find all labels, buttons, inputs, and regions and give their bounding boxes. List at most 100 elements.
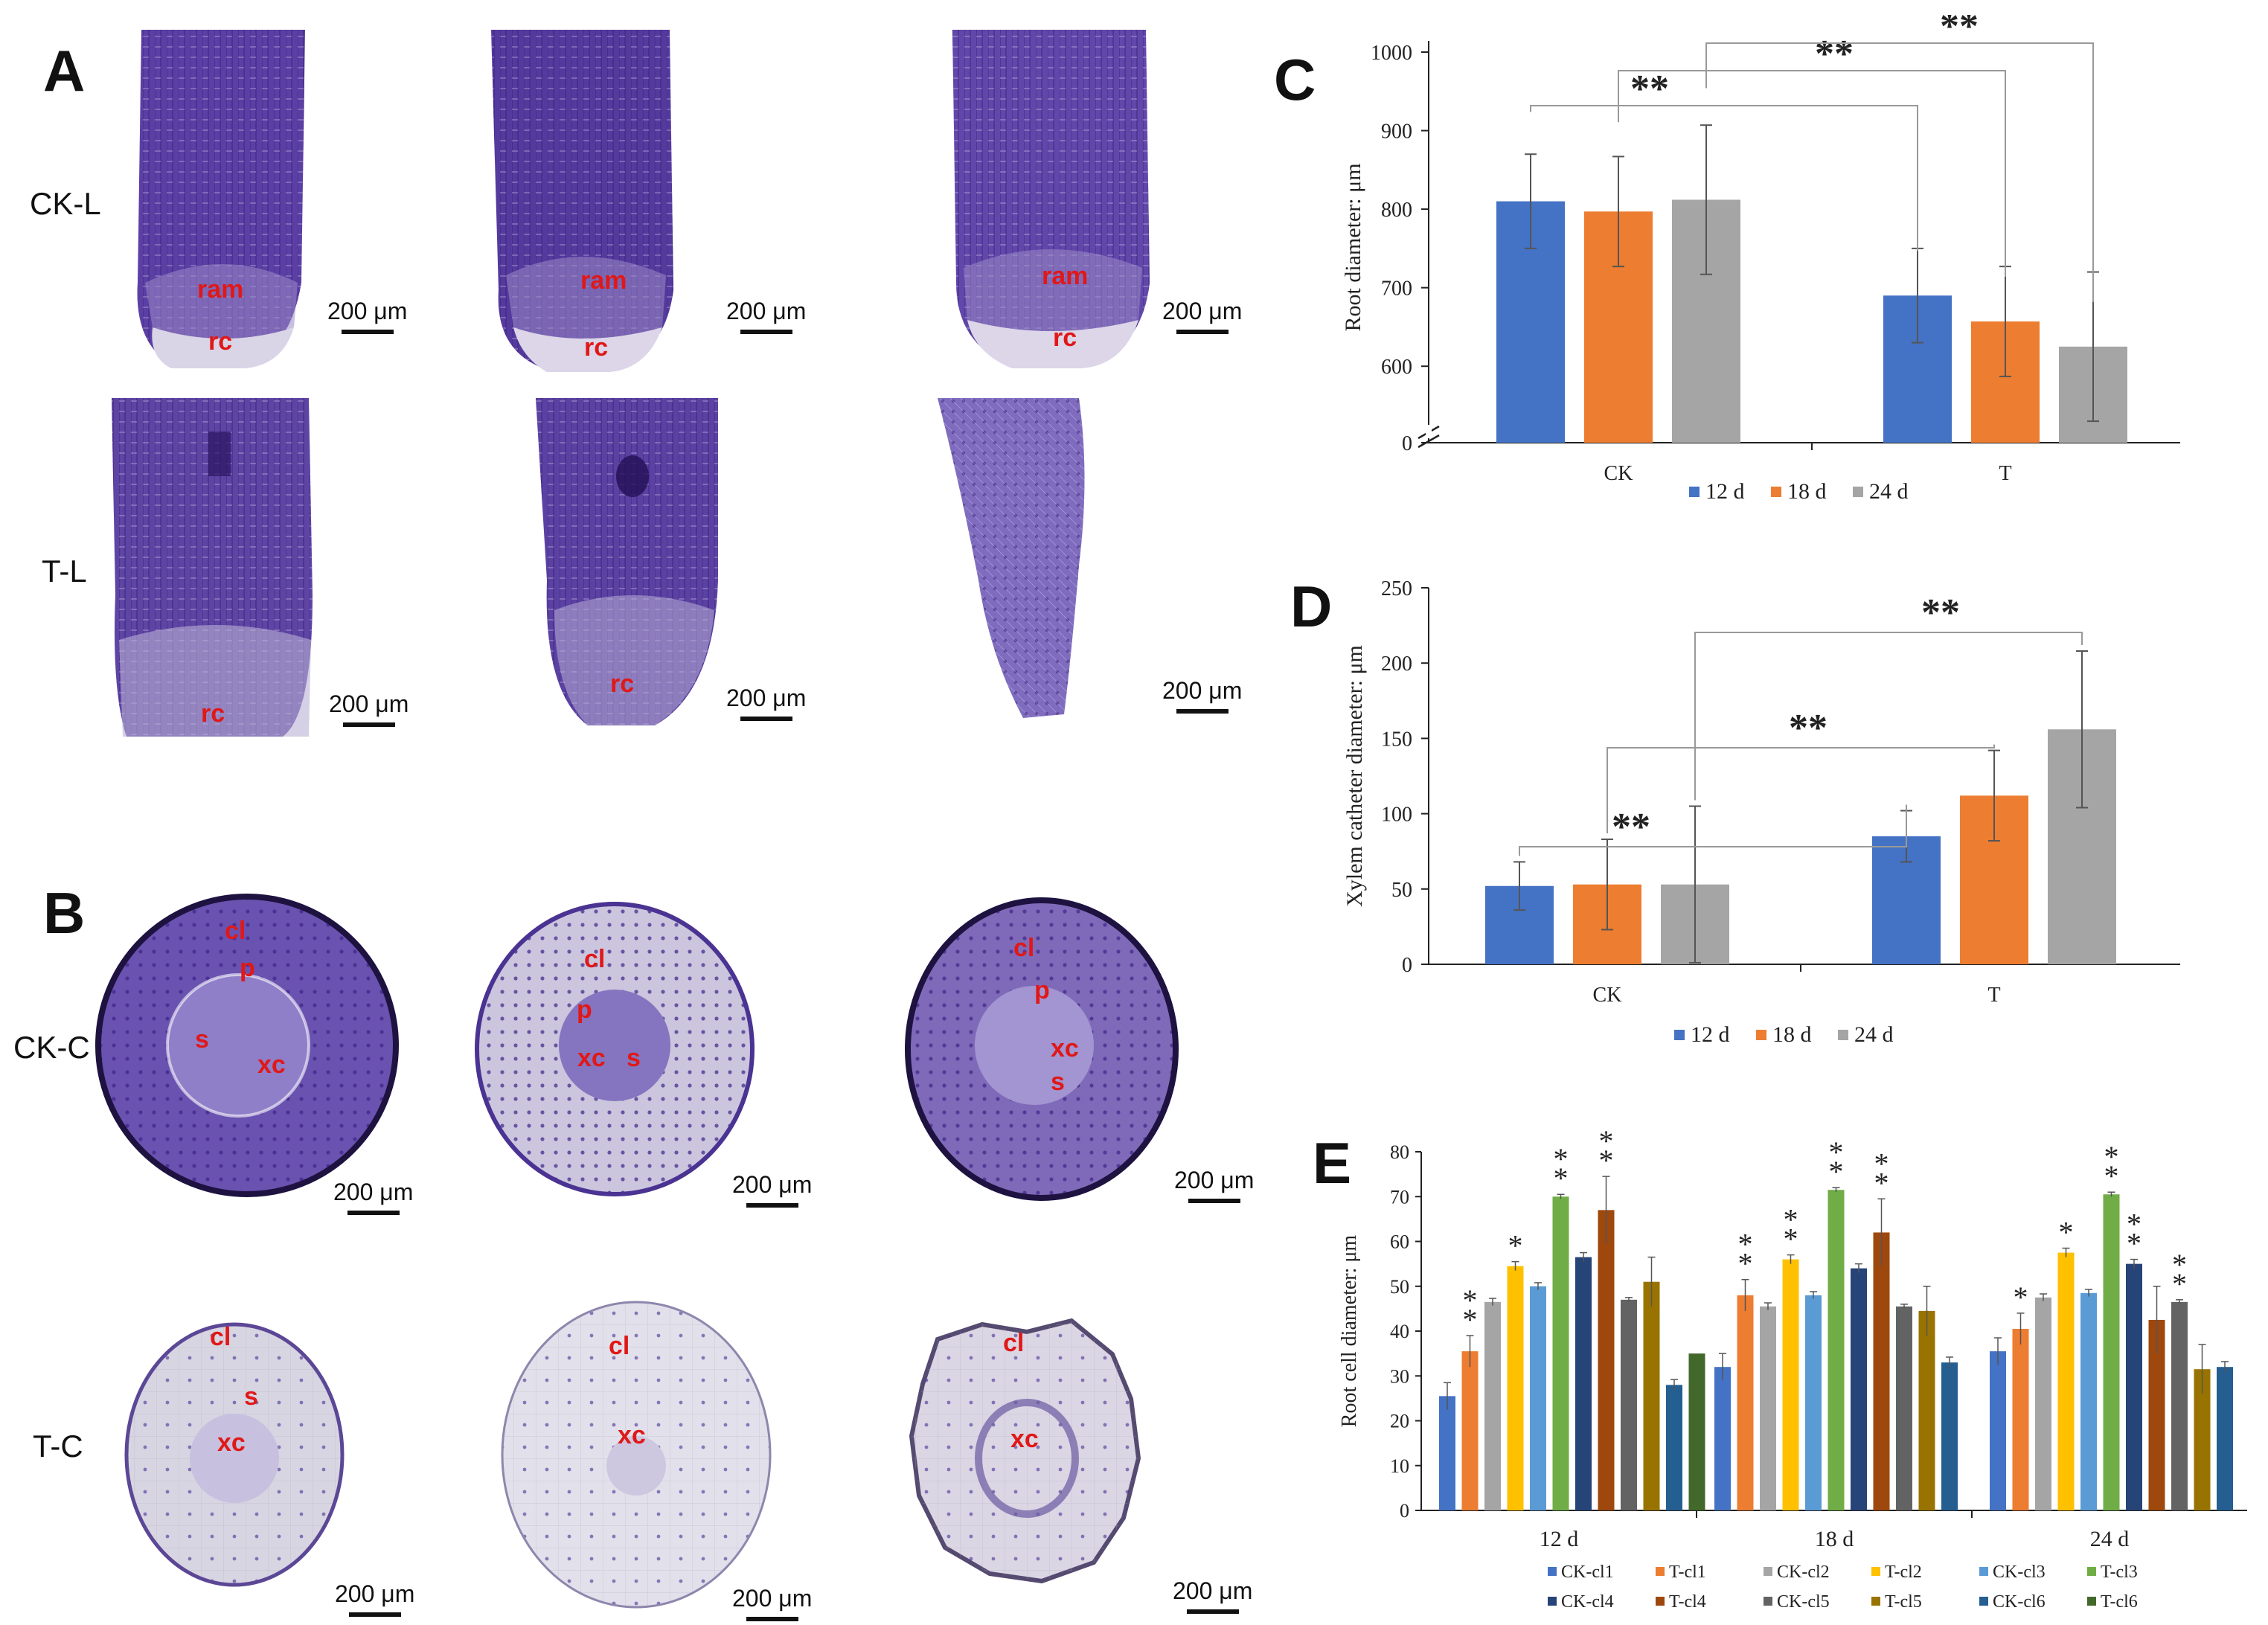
significance-marker: * (1554, 1142, 1569, 1176)
tissue-label: rc (208, 327, 233, 356)
panel-label-c: C (1274, 47, 1316, 112)
tissue-label: cl (1003, 1329, 1025, 1357)
bar (2103, 1194, 2120, 1510)
legend-label: T-cl3 (2101, 1562, 2138, 1582)
micrograph-t-l-2 (536, 398, 718, 725)
bar (2057, 1252, 2075, 1510)
legend-label: CK-cl5 (1777, 1592, 1830, 1612)
legend-label: CK-cl1 (1561, 1562, 1614, 1582)
y-tick-label: 700 (1381, 278, 1412, 301)
bar (1621, 1299, 1637, 1510)
significance-marker: * (2172, 1248, 2187, 1281)
legend-label: 12 d (1705, 479, 1745, 504)
bar (1782, 1259, 1799, 1510)
y-tick-label: 80 (1390, 1141, 1409, 1163)
chart-root-cell-diameter: 0 10 20 30 40 50 60 70 80 Root cell diameter: μm 1… (1338, 1124, 2247, 1612)
scale-bar: 200 μm (1174, 1167, 1254, 1203)
tissue-label: p (577, 996, 592, 1024)
significance-marker: * (1463, 1283, 1478, 1317)
bar (1484, 1301, 1501, 1510)
significance-marker: ** (1612, 806, 1650, 848)
scale-bar: 200 μm (732, 1585, 812, 1621)
row-label-ck-l: CK-L (30, 186, 101, 221)
bar (2148, 1319, 2165, 1510)
bar (2080, 1292, 2097, 1510)
y-tick-label: 30 (1390, 1365, 1409, 1387)
significance-bracket (1694, 632, 2083, 801)
significance-marker: * (2127, 1227, 2142, 1260)
micrograph-ck-l-3 (952, 30, 1150, 368)
tissue-label: s (627, 1044, 641, 1072)
scale-bar: 200 μm (1162, 298, 1242, 334)
significance-bracket (1705, 42, 2094, 302)
y-tick-label: 10 (1390, 1455, 1409, 1477)
significance-marker: ** (1921, 592, 1960, 634)
bar (2171, 1301, 2188, 1510)
x-tick-label: 12 d (1540, 1527, 1579, 1551)
y-tick-label: 200 (1381, 653, 1412, 676)
x-tick-label: CK (1593, 984, 1622, 1007)
panel-label-a: A (43, 38, 86, 103)
tissue-label: ram (1042, 262, 1089, 290)
significance-marker: * (1784, 1203, 1798, 1237)
tissue-label: cl (1013, 934, 1035, 962)
significance-marker: * (1554, 1161, 1569, 1195)
axis-break-gap (1426, 425, 1432, 438)
significance-marker: * (1738, 1228, 1753, 1261)
legend-label: T-cl4 (1669, 1592, 1706, 1612)
chart-root-diameter: 0 600 700 800 900 1000 Root diameter: μm CK T ** *… (1341, 15, 2180, 504)
y-tick-label: 150 (1381, 728, 1412, 751)
bar (1873, 1232, 1890, 1510)
tissue-label: xc (217, 1429, 246, 1457)
micrograph-ck-c-1 (95, 894, 399, 1197)
legend-swatch (1853, 487, 1863, 497)
tissue-label: s (1051, 1068, 1065, 1096)
legend-swatch (1979, 1567, 1988, 1576)
y-tick-label: 800 (1381, 199, 1412, 222)
tissue-label: xc (257, 1051, 286, 1079)
y-tick-label: 50 (1391, 879, 1412, 902)
significance-marker: ** (1815, 33, 1854, 75)
scale-bar: 200 μm (732, 1171, 812, 1208)
scale-bar: 200 μm (327, 298, 407, 334)
x-tick-label: T (1987, 984, 2000, 1007)
bar (1643, 1281, 1660, 1510)
y-tick-label: 40 (1390, 1321, 1409, 1342)
y-tick-label: 20 (1390, 1411, 1409, 1432)
x-tick-label: 18 d (1815, 1527, 1854, 1551)
tissue-label: rc (201, 699, 225, 728)
bar (1530, 1286, 1546, 1510)
tissue-label: rc (610, 670, 635, 698)
x-tick-label: CK (1604, 462, 1633, 485)
scale-bar: 200 μm (333, 1179, 413, 1215)
legend-label: T-cl2 (1885, 1562, 1922, 1582)
legend-label: CK-cl3 (1993, 1562, 2046, 1582)
tissue-label: cl (225, 917, 246, 945)
bar (1714, 1367, 1731, 1510)
tissue-label: rc (1053, 324, 1077, 352)
panel-a-micrographs (112, 30, 1150, 737)
panel-b-micrographs (95, 894, 1179, 1609)
significance-bracket (1530, 105, 1918, 251)
legend-label: 12 d (1691, 1022, 1730, 1047)
bar (1575, 1257, 1592, 1510)
row-label-t-l: T-L (42, 554, 87, 589)
significance-marker: * (2104, 1159, 2119, 1193)
y-tick-label: 60 (1390, 1231, 1409, 1253)
tissue-label: p (1034, 976, 1050, 1004)
bar (1598, 1210, 1615, 1510)
bar (2126, 1263, 2142, 1510)
y-tick-label: 1000 (1371, 42, 1412, 65)
legend-swatch (1771, 487, 1781, 497)
legend-swatch (1689, 487, 1700, 497)
scale-bar: 200 μm (329, 690, 409, 727)
significance-bracket (1519, 804, 1907, 856)
significance-marker: * (1874, 1166, 1889, 1199)
chart-xylem-diameter: 0 50 100 150 200 250 Xylem catheter diameter: … (1342, 577, 2180, 1047)
tissue-label: ram (197, 275, 244, 304)
bar (1552, 1196, 1569, 1510)
significance-marker: * (2172, 1267, 2187, 1301)
bar (1688, 1353, 1705, 1510)
significance-marker: ** (1789, 707, 1827, 749)
row-label-t-c: T-C (33, 1429, 83, 1464)
